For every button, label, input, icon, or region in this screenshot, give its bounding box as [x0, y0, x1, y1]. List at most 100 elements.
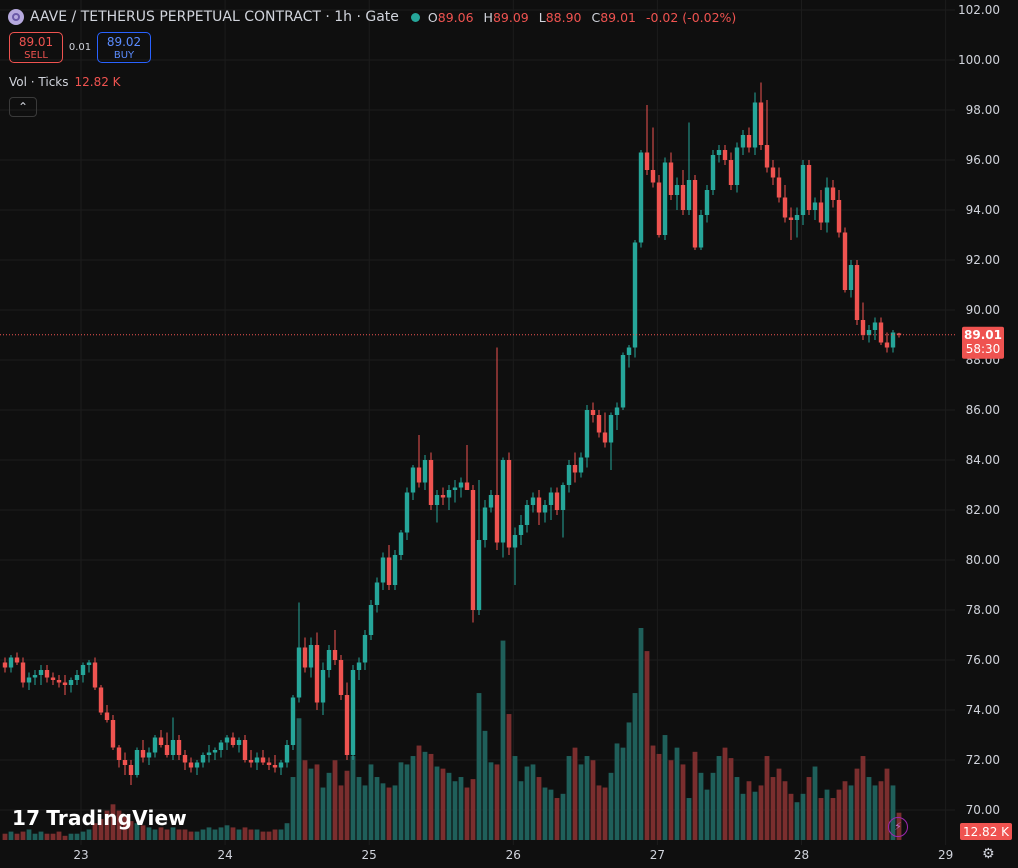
tradingview-logo[interactable]: 17 TradingView	[12, 806, 187, 830]
candles	[2, 82, 902, 785]
candle-body	[590, 410, 596, 415]
candle-body	[584, 410, 590, 458]
volume-bar	[752, 791, 758, 840]
candle-body	[764, 145, 770, 168]
volume-bar	[176, 829, 182, 840]
gear-icon[interactable]: ⚙	[982, 846, 995, 862]
price-axis[interactable]: 102.00100.0098.0096.0094.0092.0090.0088.…	[958, 3, 1000, 817]
candle-body	[410, 467, 416, 493]
candle-body	[404, 492, 410, 533]
candle-body	[8, 657, 14, 668]
lightning-icon[interactable]: ⚡	[888, 817, 908, 837]
volume-legend-label: Vol · Ticks	[9, 75, 69, 89]
volume-bar	[584, 756, 590, 840]
candle-body	[530, 497, 536, 505]
candle-body	[158, 737, 164, 745]
volume-bar	[116, 810, 122, 840]
symbol-title[interactable]: AAVE / TETHERUS PERPETUAL CONTRACT · 1h …	[30, 9, 399, 25]
candle-body	[548, 492, 554, 505]
volume-bar	[692, 751, 698, 840]
spread-value: 0.01	[68, 42, 92, 53]
volume-bar	[314, 764, 320, 840]
buy-button[interactable]: 89.02 BUY	[97, 32, 151, 63]
volume-legend[interactable]: Vol · Ticks 12.82 K	[9, 75, 121, 89]
candle-body	[728, 160, 734, 185]
price-tick-5: 92.00	[966, 253, 1000, 267]
volume-bar	[716, 756, 722, 840]
volume-bar	[236, 829, 242, 840]
time-tick-3: 26	[506, 848, 521, 862]
candle-body	[632, 242, 638, 348]
volume-bar	[302, 760, 308, 840]
candle-body	[710, 155, 716, 190]
candle-body	[116, 747, 122, 760]
candle-body	[860, 320, 866, 335]
volume-bar	[350, 756, 356, 840]
volume-bar	[218, 827, 224, 840]
candle-body	[536, 497, 542, 513]
volume-bar	[806, 777, 812, 840]
candle-body	[608, 415, 614, 443]
candle-body	[878, 322, 884, 343]
time-tick-4: 27	[650, 848, 665, 862]
open-label: O	[427, 9, 438, 25]
volume-bar	[80, 831, 86, 840]
candle-body	[392, 555, 398, 585]
volume-bar	[434, 766, 440, 840]
volume-bar	[830, 798, 836, 840]
candle-body	[350, 670, 356, 755]
volume-bar	[578, 764, 584, 840]
market-status-icon[interactable]	[410, 12, 420, 22]
volume-badge: 12.82 K	[960, 823, 1012, 840]
time-tick-6: 29	[938, 848, 953, 862]
volume-bar	[566, 756, 572, 840]
candle-body	[800, 165, 806, 215]
candle-body	[254, 757, 260, 763]
candle-body	[176, 740, 182, 755]
candle-body	[740, 135, 746, 148]
volume-bar	[530, 764, 536, 840]
sell-button[interactable]: 89.01 SELL	[9, 32, 63, 63]
collapse-legend-button[interactable]: ⌃	[9, 97, 37, 117]
volume-bar	[470, 779, 476, 840]
candle-body	[440, 495, 446, 498]
volume-bar	[284, 823, 290, 840]
volume-bar	[68, 833, 74, 840]
volume-bar	[440, 768, 446, 840]
candle-body	[656, 182, 662, 235]
candle-body	[206, 752, 212, 755]
volume-bar	[380, 783, 386, 840]
candle-body	[662, 162, 668, 235]
candle-body	[338, 660, 344, 695]
volume-bar	[800, 793, 806, 840]
time-axis[interactable]: 23 24 25 26 27 28 29	[73, 848, 953, 862]
candle-body	[212, 750, 218, 753]
volume-bar	[206, 827, 212, 840]
volume-bar	[764, 756, 770, 840]
candle-body	[434, 495, 440, 505]
candle-body	[122, 760, 128, 765]
candle-body	[620, 355, 626, 408]
volume-bar	[686, 798, 692, 840]
volume-bar	[260, 831, 266, 840]
volume-bar	[482, 730, 488, 840]
candle-body	[386, 557, 392, 585]
low-label: L	[538, 9, 546, 25]
candle-body	[488, 495, 494, 508]
volume-badge-value: 12.82 K	[963, 825, 1010, 839]
volume-bar	[818, 798, 824, 840]
volume-legend-value: 12.82 K	[74, 75, 121, 89]
candle-body	[398, 532, 404, 555]
price-tick-10: 82.00	[966, 503, 1000, 517]
volume-bar	[614, 743, 620, 840]
volume-bar	[212, 829, 218, 840]
candle-body	[848, 265, 854, 290]
chart-header: AAVE / TETHERUS PERPETUAL CONTRACT · 1h …	[8, 7, 736, 27]
candle-body	[20, 662, 26, 683]
volume-bar	[122, 816, 128, 840]
buy-price: 89.02	[106, 35, 142, 49]
candle-body	[374, 582, 380, 605]
candle-body	[230, 737, 236, 745]
buy-label: BUY	[113, 50, 135, 61]
